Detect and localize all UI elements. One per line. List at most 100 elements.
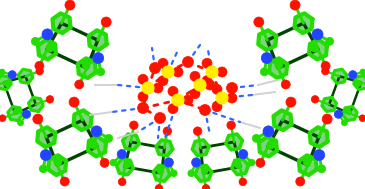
Circle shape — [193, 127, 202, 135]
Circle shape — [97, 68, 105, 76]
Circle shape — [321, 61, 330, 70]
Circle shape — [235, 162, 242, 168]
Circle shape — [93, 53, 104, 64]
Circle shape — [123, 162, 130, 168]
Circle shape — [296, 177, 305, 186]
Polygon shape — [310, 127, 328, 147]
Circle shape — [3, 80, 9, 86]
Circle shape — [91, 126, 102, 137]
Polygon shape — [73, 110, 92, 130]
Circle shape — [118, 178, 126, 186]
Circle shape — [31, 37, 39, 45]
Polygon shape — [295, 13, 312, 33]
Circle shape — [212, 102, 222, 112]
Circle shape — [105, 134, 113, 142]
Circle shape — [346, 108, 351, 115]
Circle shape — [194, 79, 206, 91]
Polygon shape — [332, 69, 347, 83]
Polygon shape — [299, 155, 317, 175]
Circle shape — [322, 67, 329, 75]
Circle shape — [163, 127, 172, 135]
Circle shape — [153, 83, 163, 93]
Polygon shape — [153, 165, 170, 181]
Circle shape — [42, 29, 53, 40]
Circle shape — [138, 74, 148, 84]
Circle shape — [275, 61, 283, 69]
Polygon shape — [269, 58, 287, 78]
Circle shape — [341, 120, 347, 126]
Polygon shape — [48, 155, 66, 175]
Polygon shape — [226, 134, 242, 150]
Circle shape — [318, 165, 326, 173]
Circle shape — [202, 58, 212, 68]
Circle shape — [40, 149, 51, 160]
Circle shape — [0, 69, 5, 75]
Circle shape — [182, 57, 193, 67]
Circle shape — [326, 37, 334, 45]
Polygon shape — [342, 107, 357, 121]
Circle shape — [35, 61, 44, 70]
Polygon shape — [156, 140, 173, 156]
Polygon shape — [78, 58, 96, 78]
Polygon shape — [195, 165, 212, 181]
Circle shape — [100, 158, 109, 167]
Circle shape — [286, 97, 296, 107]
Circle shape — [263, 126, 274, 137]
Circle shape — [201, 167, 208, 174]
Circle shape — [356, 80, 362, 86]
Circle shape — [190, 89, 200, 99]
Circle shape — [239, 178, 247, 186]
Polygon shape — [232, 159, 249, 175]
Circle shape — [90, 141, 98, 149]
Polygon shape — [123, 134, 139, 150]
Circle shape — [69, 97, 79, 107]
Circle shape — [170, 170, 177, 177]
Circle shape — [202, 76, 212, 86]
Circle shape — [260, 68, 268, 76]
Circle shape — [14, 108, 19, 115]
Circle shape — [188, 170, 195, 177]
Circle shape — [212, 84, 222, 94]
Circle shape — [360, 69, 365, 75]
Circle shape — [202, 184, 210, 189]
Circle shape — [359, 115, 365, 122]
Circle shape — [0, 115, 6, 122]
Circle shape — [311, 44, 319, 52]
Circle shape — [190, 71, 200, 81]
Circle shape — [101, 17, 111, 27]
Polygon shape — [18, 69, 33, 83]
Circle shape — [75, 80, 84, 89]
Circle shape — [227, 121, 235, 129]
Circle shape — [138, 102, 149, 114]
Polygon shape — [28, 98, 43, 112]
Circle shape — [8, 71, 16, 79]
Circle shape — [82, 61, 90, 69]
Circle shape — [154, 112, 165, 123]
Polygon shape — [38, 40, 56, 59]
Circle shape — [33, 114, 43, 124]
Circle shape — [267, 141, 275, 149]
Circle shape — [303, 158, 311, 166]
Circle shape — [46, 44, 54, 52]
Circle shape — [256, 158, 265, 167]
Polygon shape — [273, 110, 292, 130]
Circle shape — [314, 149, 325, 160]
Circle shape — [290, 0, 300, 10]
Circle shape — [150, 63, 161, 74]
Circle shape — [206, 66, 218, 78]
Circle shape — [168, 86, 178, 96]
Circle shape — [36, 67, 43, 75]
Circle shape — [281, 80, 290, 89]
Circle shape — [18, 120, 24, 126]
Circle shape — [158, 76, 168, 86]
Polygon shape — [322, 98, 337, 112]
Polygon shape — [354, 76, 365, 90]
Circle shape — [46, 96, 54, 103]
Circle shape — [216, 92, 228, 104]
Circle shape — [200, 105, 211, 115]
Circle shape — [322, 114, 332, 124]
Circle shape — [117, 149, 127, 159]
Circle shape — [157, 167, 164, 174]
Circle shape — [168, 104, 178, 114]
Polygon shape — [0, 76, 11, 90]
